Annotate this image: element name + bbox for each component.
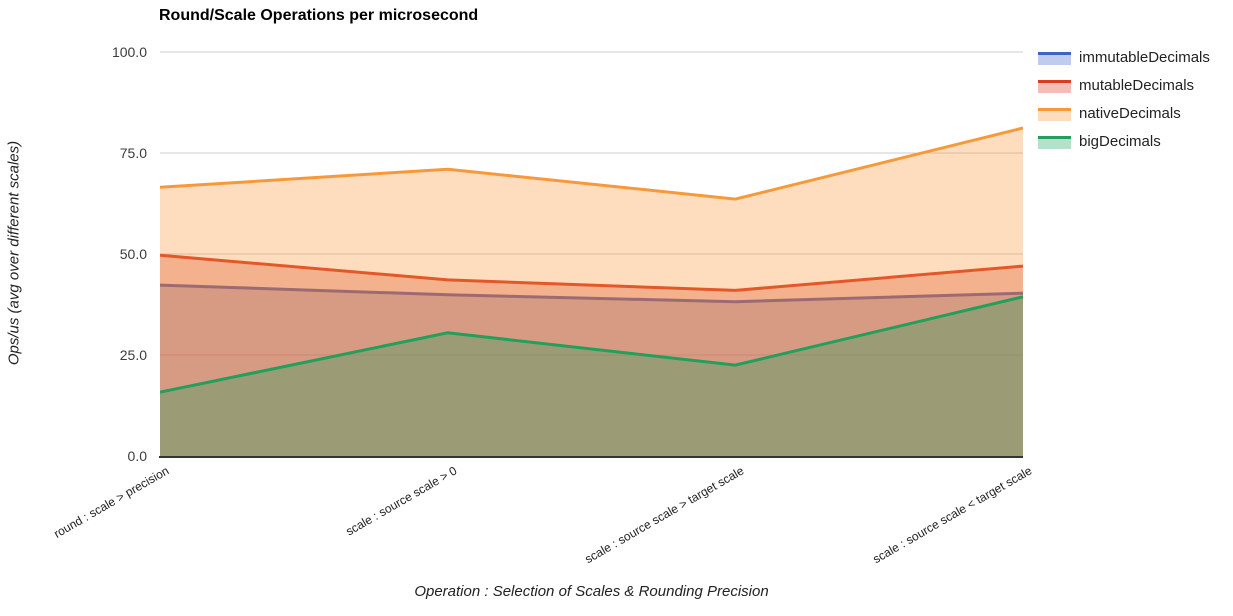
line-immutableDecimals — [160, 283, 1023, 304]
legend-item-mutableDecimals: mutableDecimals — [1038, 76, 1194, 98]
y-tick-label: 25.0 — [119, 347, 147, 363]
area-immutableDecimals — [160, 285, 1023, 456]
chart-title: Round/Scale Operations per microsecond — [159, 7, 479, 24]
y-tick-label: 50.0 — [119, 246, 147, 262]
area-nativeDecimals — [160, 128, 1023, 456]
legend-swatch-icon — [1038, 80, 1071, 93]
legend-item-nativeDecimals: nativeDecimals — [1038, 104, 1181, 126]
legend-label: immutableDecimals — [1079, 49, 1210, 66]
y-tick-label: 0.0 — [127, 448, 147, 464]
line-mutableDecimals — [160, 253, 1023, 292]
y-tick-label: 100.0 — [111, 44, 147, 60]
area-mutableDecimals — [160, 255, 1023, 456]
area-bigDecimals — [160, 296, 1023, 456]
legend-swatch-icon — [1038, 108, 1071, 121]
legend-label: nativeDecimals — [1079, 105, 1181, 122]
legend-swatch-icon — [1038, 136, 1071, 149]
legend-item-bigDecimals: bigDecimals — [1038, 132, 1161, 154]
legend-swatch-icon — [1038, 52, 1071, 65]
line-bigDecimals — [160, 295, 1023, 394]
y-tick-label: 75.0 — [119, 145, 147, 161]
line-nativeDecimals — [160, 126, 1023, 201]
legend-item-immutableDecimals: immutableDecimals — [1038, 48, 1210, 70]
legend-label: bigDecimals — [1079, 133, 1161, 150]
legend-label: mutableDecimals — [1079, 77, 1195, 94]
x-axis-title: Operation : Selection of Scales & Roundi… — [414, 583, 769, 600]
